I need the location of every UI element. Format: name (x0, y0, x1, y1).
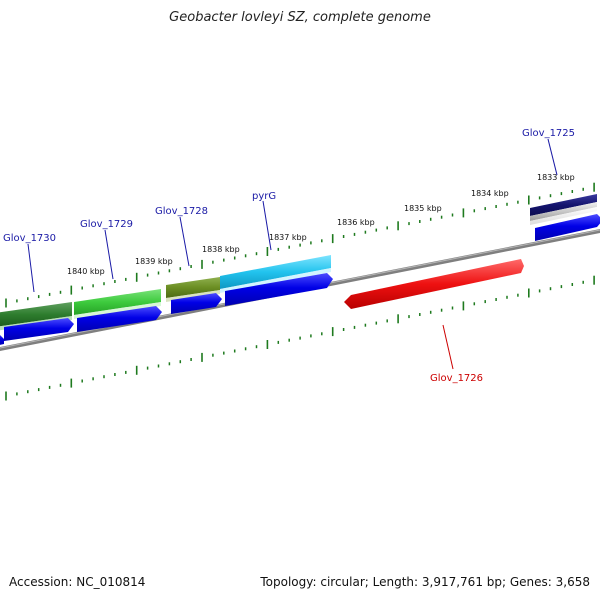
gene-glov-1725-gray-band (530, 202, 597, 221)
tick-label-1835-kbp: 1835 kbp (404, 204, 442, 213)
leader-line-glov-1728 (179, 216, 190, 267)
gene-label-glov-1725[interactable]: Glov_1725 (522, 128, 575, 139)
gene-label-glov-1729[interactable]: Glov_1729 (80, 219, 133, 230)
tick-label-1838-kbp: 1838 kbp (202, 245, 240, 254)
gene-glov-1730[interactable] (0, 302, 72, 327)
forward-tick-track (5, 182, 595, 308)
leader-line-glov-1730 (27, 243, 35, 293)
leader-line-glov-1726 (442, 324, 454, 370)
gene-glov-1726[interactable] (344, 259, 524, 309)
accession-text: Accession: NC_010814 (9, 575, 146, 589)
gene-glov-1725-white-band (530, 207, 597, 225)
cds-arrow-4[interactable] (171, 293, 222, 314)
leader-line-pyrg (262, 200, 272, 251)
cds-arrow-5[interactable] (225, 273, 333, 306)
topology-summary-text: Topology: circular; Length: 3,917,761 bp… (260, 575, 590, 589)
reverse-tick-track (5, 275, 595, 401)
tick-label-1839-kbp: 1839 kbp (135, 257, 173, 266)
gene-glov-1728[interactable] (166, 277, 220, 298)
tick-label-1836-kbp: 1836 kbp (337, 218, 375, 227)
tick-label-1837-kbp: 1837 kbp (269, 233, 307, 242)
cds-arrow-2[interactable] (4, 318, 74, 341)
tick-label-1833-kbp: 1833 kbp (537, 173, 575, 182)
cds-arrow-3[interactable] (77, 306, 162, 332)
gene-pyrg[interactable] (220, 255, 331, 289)
tick-label-1834-kbp: 1834 kbp (471, 189, 509, 198)
cds-arrow-6[interactable] (535, 214, 600, 241)
cds-arrow-1[interactable] (0, 333, 4, 346)
gene-label-pyrg[interactable]: pyrG (252, 191, 276, 202)
gene-label-glov-1730[interactable]: Glov_1730 (3, 233, 56, 244)
gene-label-glov-1726[interactable]: Glov_1726 (430, 373, 483, 384)
gene-glov-1729[interactable] (74, 289, 161, 315)
leader-line-glov-1729 (104, 229, 114, 280)
gene-pyrg-shadow (220, 268, 331, 293)
gene-label-glov-1728[interactable]: Glov_1728 (155, 206, 208, 217)
tick-label-1840-kbp: 1840 kbp (67, 267, 105, 276)
gene-glov-1729-shadow (74, 302, 161, 319)
map-title: Geobacter lovleyi SZ, complete genome (169, 10, 431, 25)
gene-glov-1725[interactable] (530, 194, 597, 216)
leader-line-glov-1725 (547, 138, 558, 176)
